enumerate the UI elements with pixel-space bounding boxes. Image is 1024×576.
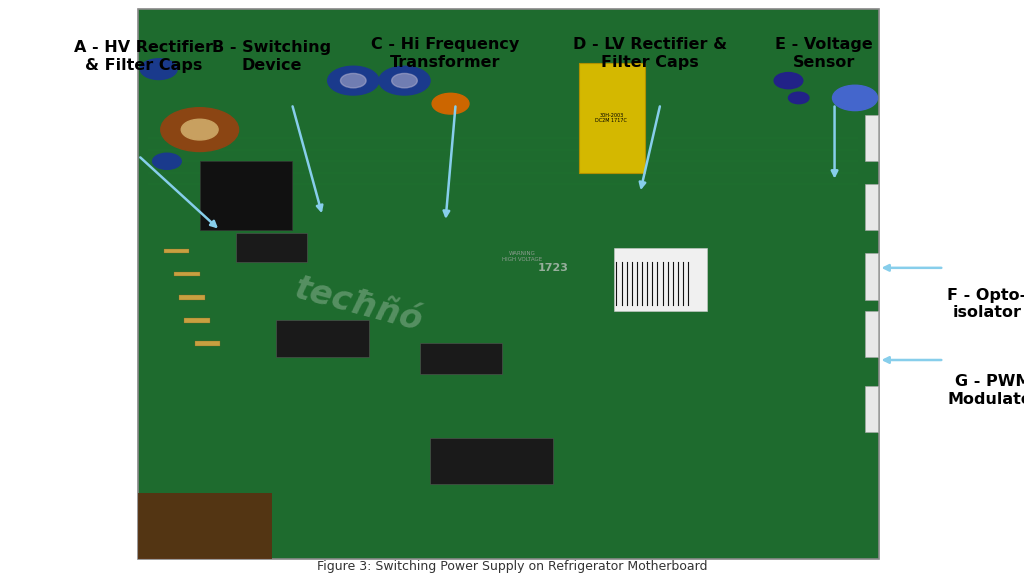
Bar bbox=[138, 492, 271, 559]
Bar bbox=[865, 115, 878, 161]
Bar bbox=[164, 249, 189, 253]
Circle shape bbox=[340, 74, 367, 88]
Circle shape bbox=[391, 74, 418, 88]
Bar bbox=[865, 311, 878, 357]
Bar bbox=[174, 272, 200, 276]
Text: E - Voltage
Sensor: E - Voltage Sensor bbox=[775, 37, 873, 70]
Bar bbox=[236, 233, 307, 262]
Bar bbox=[430, 438, 553, 484]
Text: D - LV Rectifier &
Filter Caps: D - LV Rectifier & Filter Caps bbox=[573, 37, 727, 70]
Bar bbox=[200, 161, 292, 230]
Bar bbox=[579, 63, 645, 173]
Circle shape bbox=[774, 73, 803, 89]
Text: tecħñó: tecħñó bbox=[291, 272, 426, 338]
Bar bbox=[614, 248, 707, 311]
Bar bbox=[179, 295, 205, 300]
Text: A - HV Rectifier
& Filter Caps: A - HV Rectifier & Filter Caps bbox=[74, 40, 213, 73]
Circle shape bbox=[153, 153, 181, 169]
Text: Figure 3: Switching Power Supply on Refrigerator Motherboard: Figure 3: Switching Power Supply on Refr… bbox=[316, 560, 708, 573]
Text: F - Opto-
isolator: F - Opto- isolator bbox=[947, 288, 1024, 320]
Circle shape bbox=[328, 66, 379, 95]
Text: C - Hi Frequency
Transformer: C - Hi Frequency Transformer bbox=[372, 37, 519, 70]
Bar bbox=[865, 253, 878, 300]
Text: 1723: 1723 bbox=[538, 263, 568, 273]
Text: G - PWM
Modulator: G - PWM Modulator bbox=[947, 374, 1024, 407]
Text: 30H-2003
DC2M 1717C: 30H-2003 DC2M 1717C bbox=[595, 113, 628, 123]
Bar bbox=[865, 184, 878, 230]
Circle shape bbox=[379, 66, 430, 95]
Bar bbox=[138, 9, 879, 559]
Circle shape bbox=[140, 59, 177, 79]
Bar bbox=[420, 343, 502, 374]
Bar bbox=[276, 320, 369, 357]
Circle shape bbox=[181, 119, 218, 140]
Bar bbox=[184, 318, 210, 323]
Circle shape bbox=[833, 85, 878, 111]
Circle shape bbox=[432, 93, 469, 114]
Bar bbox=[865, 386, 878, 432]
Circle shape bbox=[161, 108, 239, 151]
Text: B - Switching
Device: B - Switching Device bbox=[212, 40, 331, 73]
Text: WARNING
HIGH VOLTAGE: WARNING HIGH VOLTAGE bbox=[502, 251, 543, 262]
Bar bbox=[195, 341, 220, 346]
Circle shape bbox=[788, 92, 809, 104]
